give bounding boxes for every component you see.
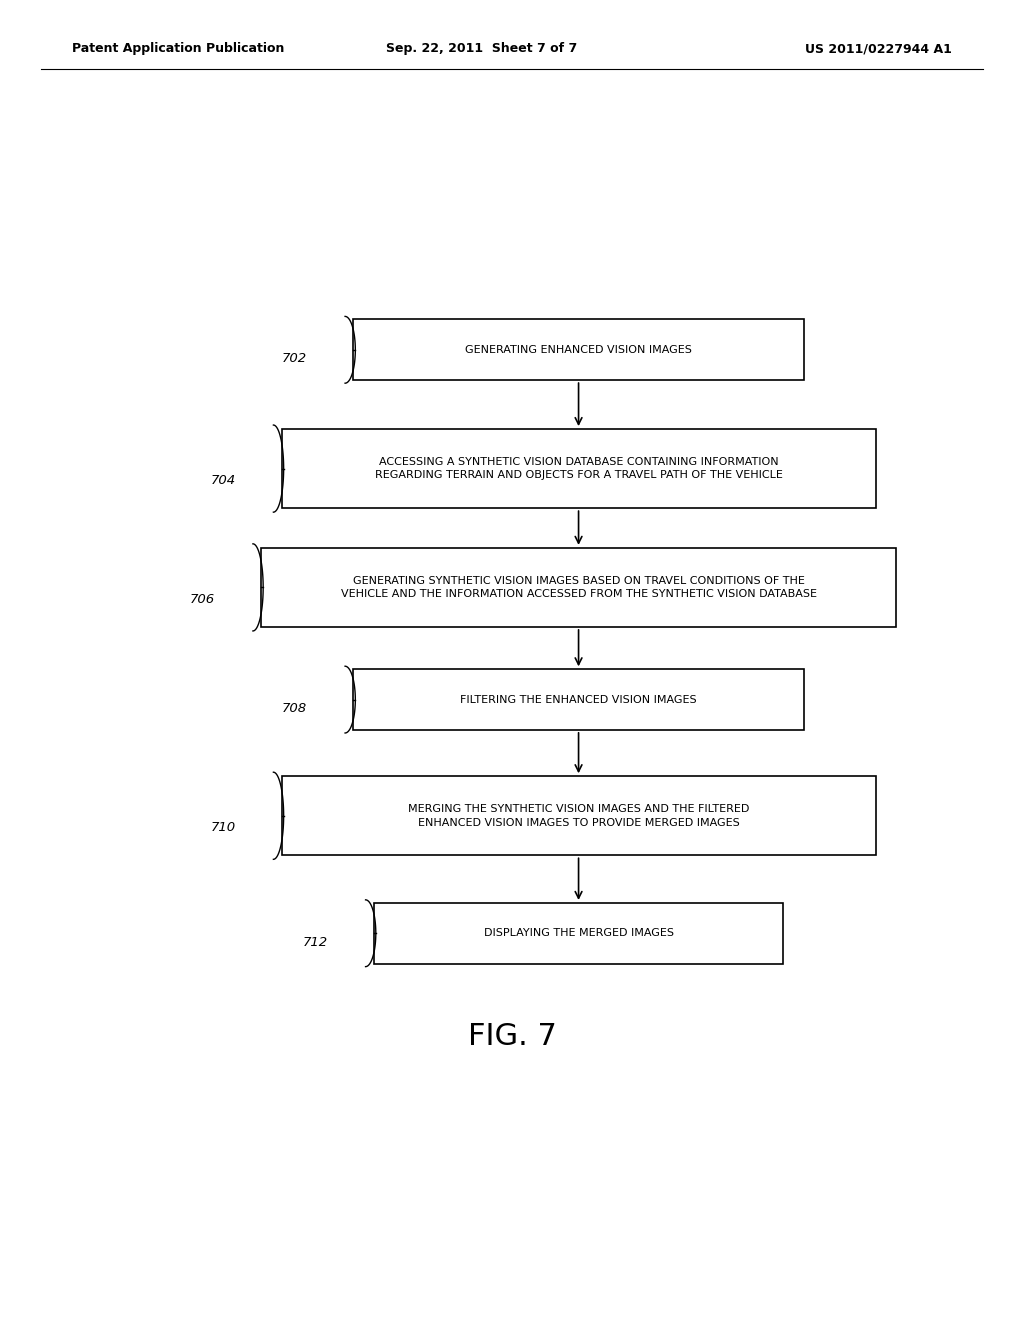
FancyBboxPatch shape — [374, 903, 783, 964]
Text: ACCESSING A SYNTHETIC VISION DATABASE CONTAINING INFORMATION
REGARDING TERRAIN A: ACCESSING A SYNTHETIC VISION DATABASE CO… — [375, 457, 782, 480]
Text: GENERATING SYNTHETIC VISION IMAGES BASED ON TRAVEL CONDITIONS OF THE
VEHICLE AND: GENERATING SYNTHETIC VISION IMAGES BASED… — [341, 576, 816, 599]
FancyBboxPatch shape — [261, 548, 896, 627]
Text: 710: 710 — [210, 821, 236, 834]
Text: 706: 706 — [189, 593, 215, 606]
FancyBboxPatch shape — [353, 669, 804, 730]
FancyBboxPatch shape — [353, 319, 804, 380]
Text: 704: 704 — [210, 474, 236, 487]
Text: DISPLAYING THE MERGED IMAGES: DISPLAYING THE MERGED IMAGES — [483, 928, 674, 939]
Text: Sep. 22, 2011  Sheet 7 of 7: Sep. 22, 2011 Sheet 7 of 7 — [386, 42, 577, 55]
Text: Patent Application Publication: Patent Application Publication — [72, 42, 284, 55]
Text: 708: 708 — [282, 702, 307, 715]
Text: US 2011/0227944 A1: US 2011/0227944 A1 — [806, 42, 952, 55]
Text: MERGING THE SYNTHETIC VISION IMAGES AND THE FILTERED
ENHANCED VISION IMAGES TO P: MERGING THE SYNTHETIC VISION IMAGES AND … — [408, 804, 750, 828]
Text: 702: 702 — [282, 352, 307, 366]
Text: FIG. 7: FIG. 7 — [468, 1022, 556, 1051]
FancyBboxPatch shape — [282, 776, 876, 855]
FancyBboxPatch shape — [282, 429, 876, 508]
Text: FILTERING THE ENHANCED VISION IMAGES: FILTERING THE ENHANCED VISION IMAGES — [460, 694, 697, 705]
Text: 712: 712 — [302, 936, 328, 949]
Text: GENERATING ENHANCED VISION IMAGES: GENERATING ENHANCED VISION IMAGES — [465, 345, 692, 355]
